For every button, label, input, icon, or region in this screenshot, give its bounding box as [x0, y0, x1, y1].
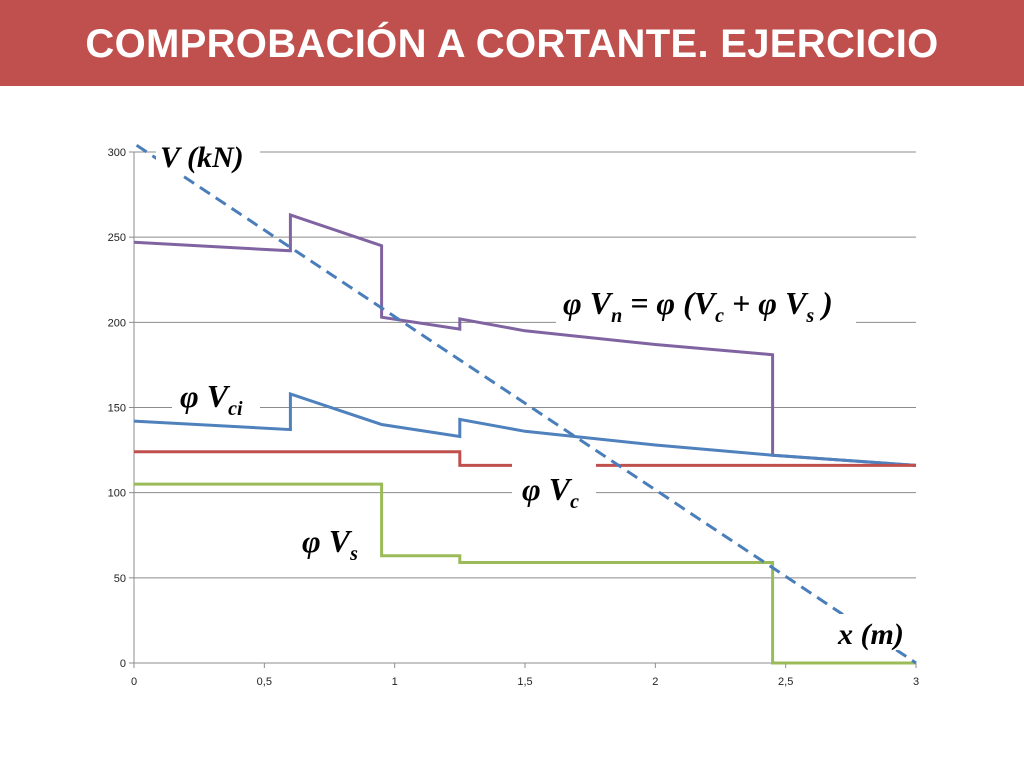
x-tick-label: 0 [131, 676, 137, 688]
phi-vn-formula: φ Vn = φ (Vc + φ Vs ) [563, 285, 833, 327]
phi-vs-formula: φ Vs [302, 523, 358, 565]
series-line-phiVs [134, 482, 916, 665]
x-tick-label: 0,5 [257, 676, 272, 688]
annotation-phi-vci: φ Vci [172, 378, 260, 420]
y-tick-label: 0 [120, 658, 126, 670]
gridlines [134, 151, 916, 579]
x-tick-label: 2,5 [778, 676, 793, 688]
x-axis-label: x (m) [832, 614, 926, 651]
series-line-Vu [135, 143, 917, 665]
x-tick-label: 3 [913, 676, 919, 688]
series-line-phiVn [133, 212, 917, 467]
y-axis-label: V (kN) [156, 138, 260, 174]
phi-vc-formula: φ Vc [522, 471, 579, 513]
series-lines [133, 143, 917, 665]
title-bar: COMPROBACIÓN A CORTANTE. EJERCICIO [0, 0, 1024, 86]
y-tick-label: 300 [108, 147, 126, 159]
annotation-phi-vc: φ Vc [512, 458, 596, 513]
y-axis-label-text: V (kN) [160, 141, 244, 174]
annotation-phi-vn: φ Vn = φ (Vc + φ Vs ) [556, 282, 856, 327]
y-tick-label: 200 [108, 317, 126, 329]
annotation-phi-vs: φ Vs [302, 523, 358, 565]
x-tick-label: 2 [652, 676, 658, 688]
series-line-phiVci [133, 391, 917, 467]
x-axis-ticks: 0 0,5 1 1,5 2 2,5 3 [131, 663, 919, 688]
y-tick-label: 150 [108, 403, 126, 415]
series-line-phiVc [134, 450, 916, 467]
slide-title: COMPROBACIÓN A CORTANTE. EJERCICIO [85, 22, 939, 66]
phi-vci-formula: φ Vci [180, 378, 243, 420]
y-tick-label: 50 [114, 573, 126, 585]
x-tick-label: 1 [392, 676, 398, 688]
y-tick-label: 250 [108, 232, 126, 244]
x-tick-label: 1,5 [517, 676, 532, 688]
y-axis-ticks: 0 50 100 150 200 250 300 [108, 147, 134, 670]
x-axis-label-text: x (m) [837, 618, 904, 651]
y-tick-label: 100 [108, 488, 126, 500]
